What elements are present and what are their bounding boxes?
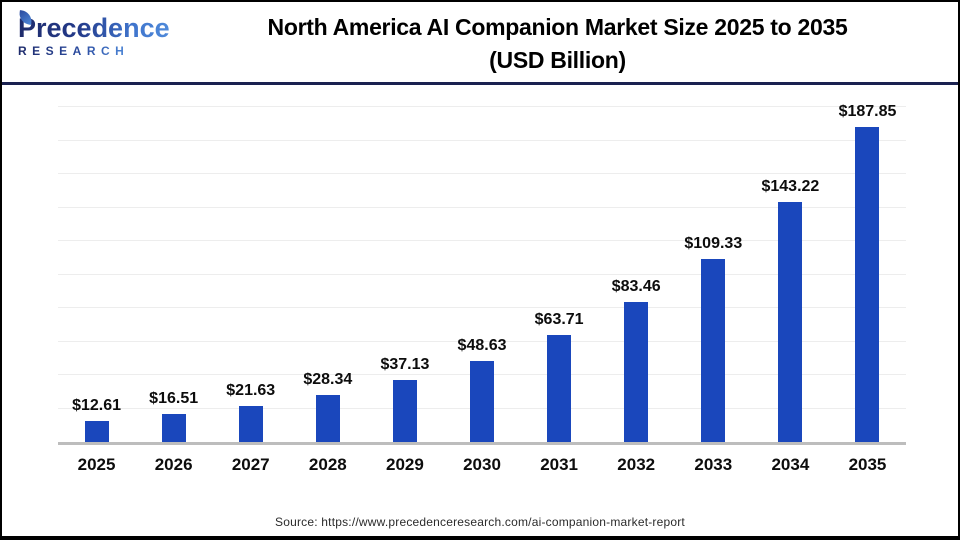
bar-value-label: $37.13 (380, 355, 430, 373)
year-label: 2035 (848, 455, 887, 474)
gridline (58, 340, 906, 342)
bar (238, 405, 263, 442)
bar-value-label: $21.63 (226, 381, 276, 399)
bar-value-label: $143.22 (761, 178, 820, 196)
bar-groups: $12.61 $16.51 $21.63 $28.34 $37.13 $48.63 $63.… (58, 89, 906, 442)
bar (84, 420, 109, 442)
logo-wordmark: Precedence (18, 10, 170, 43)
chart-title: North America AI Companion Market Size 2… (2, 2, 958, 77)
year-label: 2028 (308, 455, 347, 474)
gridline (58, 206, 906, 208)
bar (701, 258, 726, 442)
bar (624, 302, 649, 442)
bar (161, 414, 186, 442)
year-label: 2034 (771, 455, 810, 474)
bar-group: $63.71 (521, 89, 598, 442)
bar-group: $48.63 (443, 89, 520, 442)
bar-value-label: $12.61 (72, 396, 122, 414)
year-label: 2025 (77, 455, 116, 474)
bar-group: $83.46 (598, 89, 675, 442)
bar-group: $16.51 (135, 89, 212, 442)
bar (315, 394, 340, 442)
bar-value-label: $187.85 (838, 103, 897, 121)
header-divider (2, 82, 958, 85)
year-label: 2026 (154, 455, 193, 474)
bar-group: $109.33 (675, 89, 752, 442)
bar-value-label: $109.33 (684, 234, 743, 252)
title-line-1: North America AI Companion Market Size 2… (267, 14, 848, 40)
precedence-logo: Precedence RESEARCH (18, 10, 170, 58)
year-label: 2032 (617, 455, 656, 474)
bar (470, 360, 495, 442)
year-label: 2031 (540, 455, 579, 474)
bar-value-label: $83.46 (611, 278, 661, 296)
gridline (58, 139, 906, 141)
bar (855, 127, 880, 442)
bar (547, 335, 572, 442)
gridline (58, 273, 906, 275)
bar-group: $12.61 (58, 89, 135, 442)
bar-chart-plot-area: $12.61 $16.51 $21.63 $28.34 $37.13 $48.63 $63.… (58, 89, 906, 442)
gridline (58, 240, 906, 241)
title-line-2: (USD Billion) (489, 47, 626, 73)
source-text: Source: https://www.precedenceresearch.c… (275, 515, 685, 529)
bar-value-label: $63.71 (534, 311, 584, 329)
gridline (58, 307, 906, 308)
logo-text: Precedence (18, 13, 170, 43)
year-label: 2029 (386, 455, 424, 474)
bar-value-label: $48.63 (457, 336, 507, 354)
bar-value-label: $16.51 (149, 390, 199, 408)
logo-research-text: RESEARCH (18, 44, 130, 58)
bar (778, 202, 803, 442)
gridline (58, 106, 906, 107)
bar-group: $37.13 (366, 89, 443, 442)
bar-group: $187.85 (829, 89, 906, 442)
year-label: 2030 (463, 455, 501, 474)
bar (392, 379, 417, 442)
gridline (58, 173, 906, 174)
year-label: 2033 (694, 455, 733, 474)
bar-group: $28.34 (289, 89, 366, 442)
bar-group: $21.63 (212, 89, 289, 442)
bar-group: $143.22 (752, 89, 829, 442)
x-axis-labels: 2025 2026 2027 2028 2029 2030 2031 2032 2033 2034… (58, 445, 906, 475)
header: Precedence RESEARCH North America AI Com… (2, 2, 958, 82)
bar-value-label: $28.34 (303, 370, 353, 388)
x-axis-line (58, 442, 906, 445)
year-label: 2027 (231, 455, 270, 474)
